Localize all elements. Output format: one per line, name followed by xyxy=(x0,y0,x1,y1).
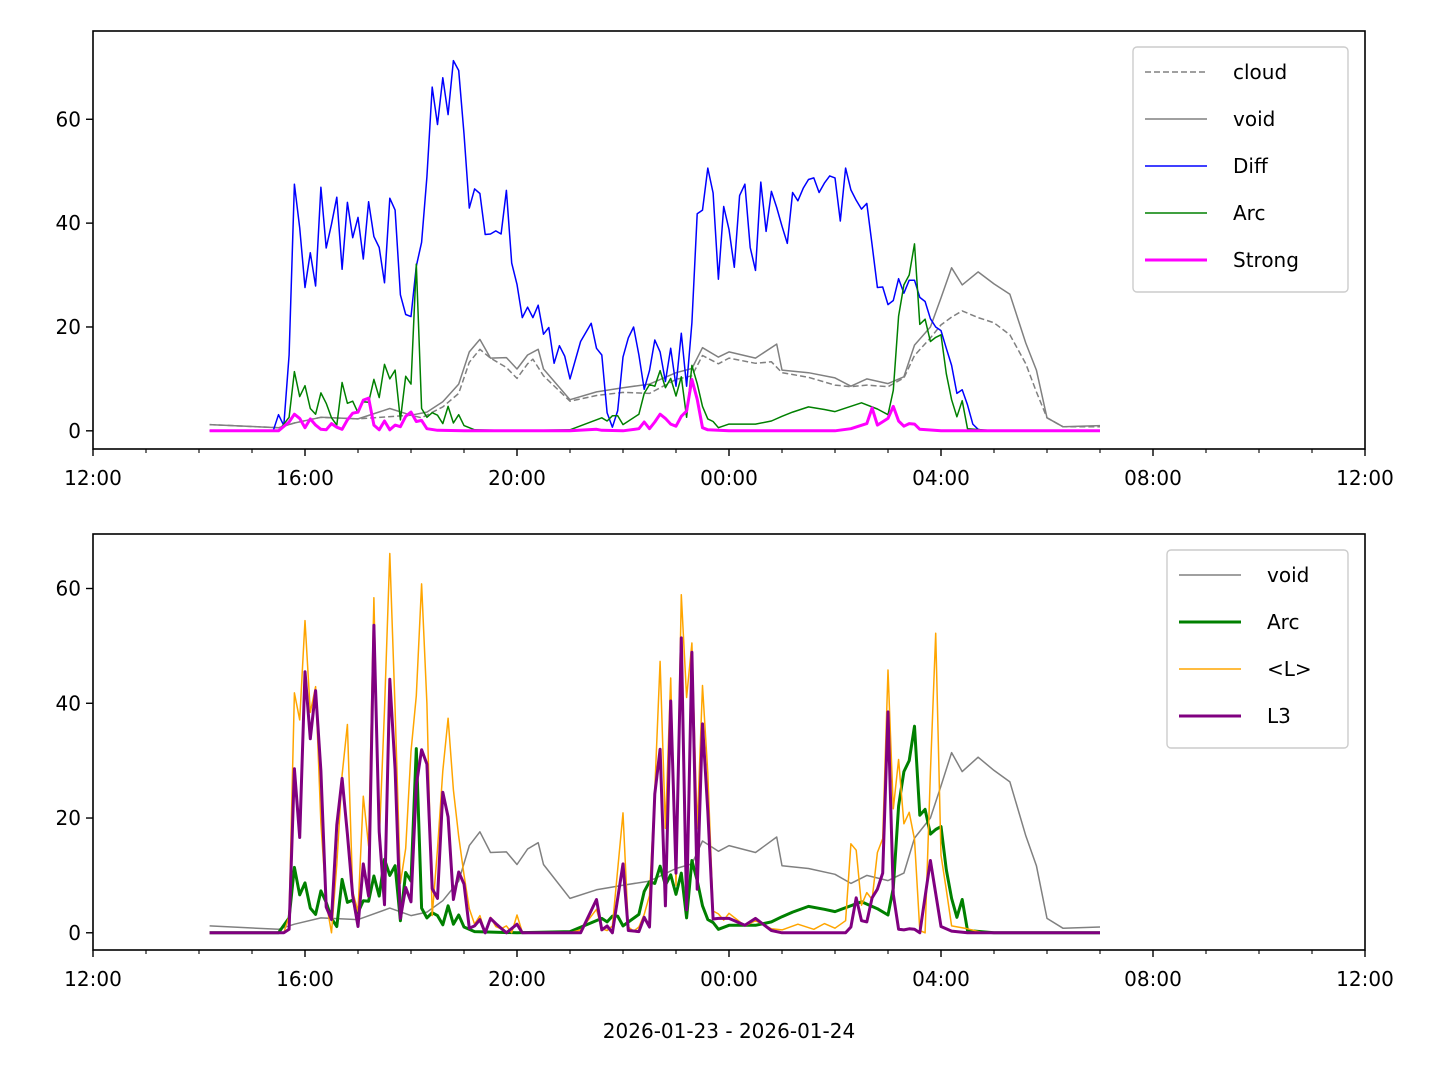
legend-label: void xyxy=(1233,107,1275,131)
x-tick-label: 08:00 xyxy=(1124,466,1182,490)
x-tick-label: 00:00 xyxy=(700,967,758,991)
x-tick-label: 12:00 xyxy=(64,967,122,991)
legend-label: Arc xyxy=(1233,201,1265,225)
x-tick-label: 08:00 xyxy=(1124,967,1182,991)
x-tick-label: 16:00 xyxy=(276,466,334,490)
series-line-l3 xyxy=(209,623,1100,935)
bottom-legend: void Arc <L> L3 xyxy=(1166,549,1349,749)
top-chart: 12:00 16:00 20:00 00:00 04:00 08:00 12:00 0 20 40… xyxy=(56,30,1394,490)
series-line-cloud xyxy=(209,310,1100,429)
y-tick-label: 0 xyxy=(68,419,81,443)
legend-label: void xyxy=(1267,563,1309,587)
x-axis-caption: 2026-01-23 - 2026-01-24 xyxy=(603,1019,855,1043)
legend-box xyxy=(1132,46,1349,293)
y-tick-label: 40 xyxy=(56,691,81,715)
bottom-tick-layer: 12:00 16:00 20:00 00:00 04:00 08:00 12:00 0 20 40… xyxy=(56,577,1394,991)
x-tick-label: 04:00 xyxy=(912,967,970,991)
top-tick-layer: 12:00 16:00 20:00 00:00 04:00 08:00 12:00 0 20 40… xyxy=(56,107,1394,490)
series-line-diff xyxy=(209,59,1100,432)
x-tick-label: 20:00 xyxy=(488,967,546,991)
legend-label: Strong xyxy=(1233,248,1299,272)
legend-label: cloud xyxy=(1233,60,1287,84)
series-line-arc xyxy=(209,243,1100,432)
x-tick-label: 12:00 xyxy=(1336,466,1394,490)
legend-label: Diff xyxy=(1233,154,1269,178)
x-tick-label: 00:00 xyxy=(700,466,758,490)
legend-box xyxy=(1166,549,1349,749)
x-tick-label: 20:00 xyxy=(488,466,546,490)
bottom-chart: 12:00 16:00 20:00 00:00 04:00 08:00 12:00 0 20 40… xyxy=(56,533,1394,1043)
series-line-void xyxy=(209,267,1101,429)
x-tick-label: 12:00 xyxy=(64,466,122,490)
y-tick-label: 40 xyxy=(56,211,81,235)
y-tick-label: 0 xyxy=(68,921,81,945)
top-legend: cloud void Diff Arc Strong xyxy=(1132,46,1349,293)
legend-label: <L> xyxy=(1267,657,1312,681)
x-tick-label: 04:00 xyxy=(912,466,970,490)
legend-label: Arc xyxy=(1267,610,1299,634)
x-tick-label: 12:00 xyxy=(1336,967,1394,991)
series-line-void xyxy=(209,751,1101,931)
bottom-series-layer xyxy=(209,552,1101,935)
x-tick-label: 16:00 xyxy=(276,967,334,991)
legend-label: L3 xyxy=(1267,704,1291,728)
y-tick-label: 60 xyxy=(56,107,81,131)
series-line-strong xyxy=(209,377,1100,433)
y-tick-label: 20 xyxy=(56,806,81,830)
y-tick-label: 60 xyxy=(56,577,81,601)
top-series-layer xyxy=(209,59,1101,433)
y-tick-label: 20 xyxy=(56,315,81,339)
